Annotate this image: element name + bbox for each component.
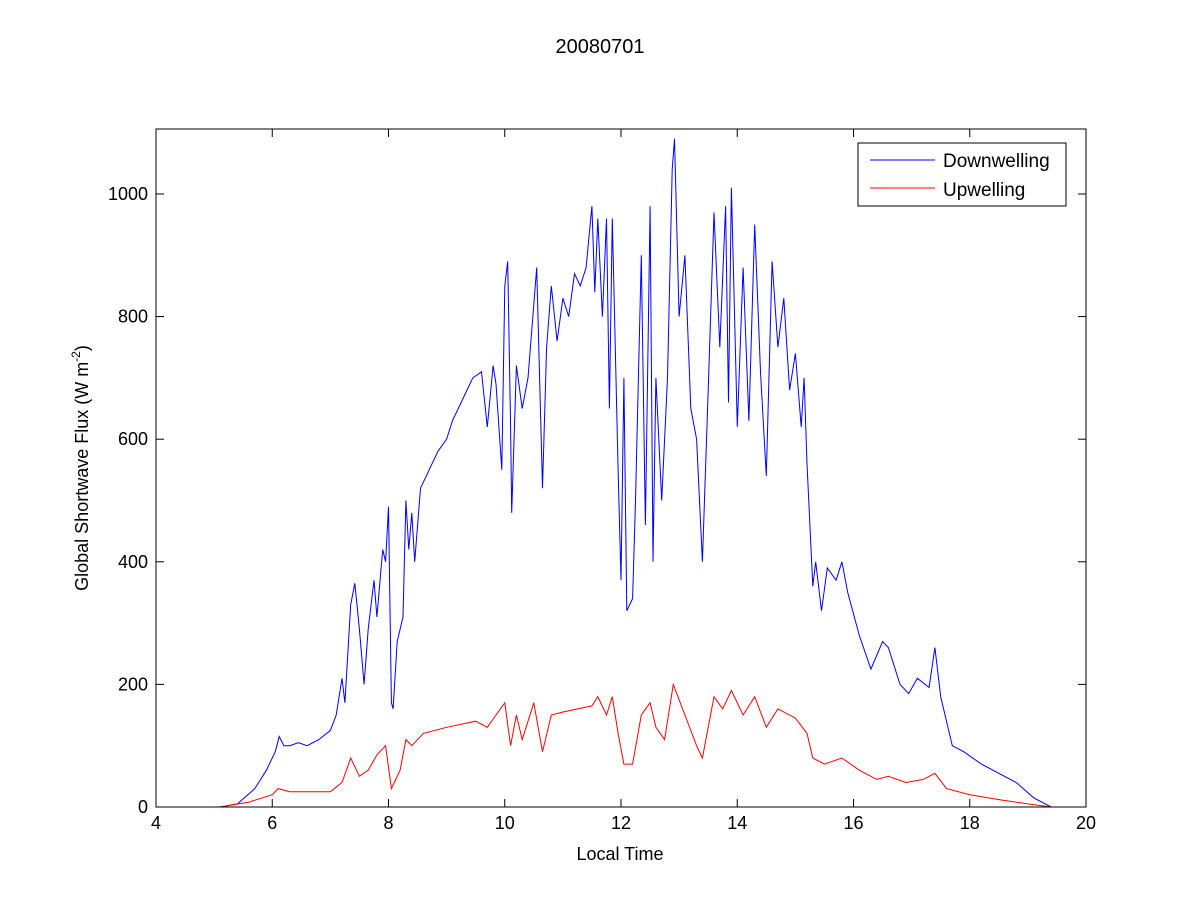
y-tick-label: 0 [138, 797, 148, 817]
y-axis-label-end: ) [72, 345, 92, 351]
x-tick-label: 18 [960, 813, 980, 833]
legend-label-downwelling: Downwelling [943, 151, 1050, 172]
axes-box [155, 128, 1087, 808]
legend: Downwelling Upwelling [857, 142, 1067, 207]
x-tick-label: 12 [611, 813, 631, 833]
x-tick-label: 10 [495, 813, 515, 833]
plot-lines [219, 138, 1052, 808]
legend-label-upwelling: Upwelling [943, 180, 1025, 201]
legend-box [857, 142, 1067, 207]
y-axis-label: Global Shortwave Flux (W m-2) [69, 345, 92, 591]
y-tick-label: 200 [118, 674, 148, 694]
x-tick-label: 20 [1076, 813, 1096, 833]
y-tick-label: 800 [118, 307, 148, 327]
x-axis-label: Local Time [576, 844, 663, 864]
series-line-downwelling [219, 138, 1052, 808]
y-axis-label-sup: -2 [69, 351, 83, 362]
y-axis-label-main: Global Shortwave Flux (W m [72, 362, 92, 591]
chart-title: 20080701 [556, 36, 645, 58]
y-tick-label: 400 [118, 552, 148, 572]
series-line-upwelling [219, 682, 1052, 808]
x-tick-label: 6 [267, 813, 277, 833]
x-tick-label: 14 [727, 813, 747, 833]
y-tick-label: 1000 [108, 184, 148, 204]
y-tick-label: 600 [118, 429, 148, 449]
x-tick-label: 16 [843, 813, 863, 833]
x-tick-label: 8 [383, 813, 393, 833]
x-tick-label: 4 [151, 813, 161, 833]
